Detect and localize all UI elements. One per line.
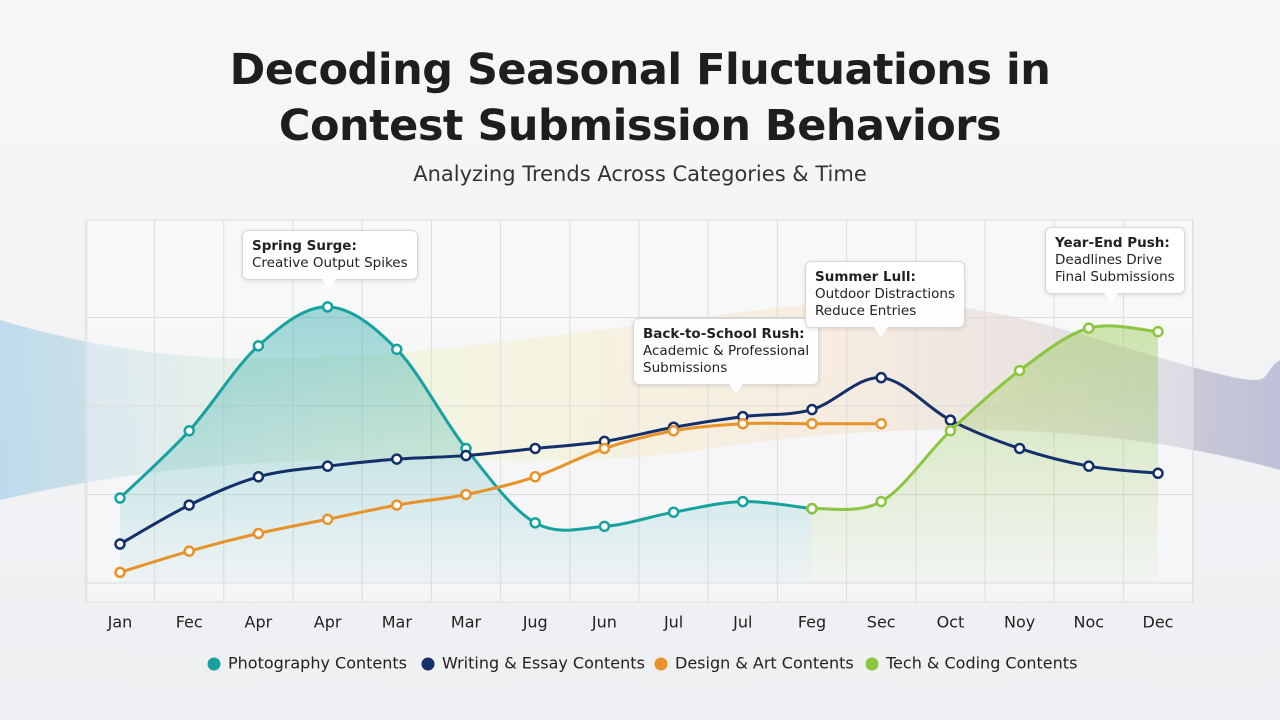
- annotation-title: Spring Surge:: [252, 238, 357, 254]
- legend-swatch: [654, 657, 668, 671]
- x-tick-label: Fec: [176, 613, 203, 632]
- legend-swatch: [421, 657, 435, 671]
- data-point: [944, 414, 957, 426]
- data-point: [183, 499, 195, 511]
- data-point: [529, 517, 541, 529]
- data-point: [321, 460, 334, 472]
- x-tick-label: Feg: [798, 613, 826, 632]
- data-point: [806, 403, 818, 416]
- annotation-text: Academic & Professional: [643, 343, 810, 359]
- data-point: [875, 371, 887, 384]
- data-point: [1083, 322, 1095, 334]
- data-point: [1152, 325, 1164, 338]
- annotation-title: Summer Lull:: [815, 269, 916, 285]
- data-point: [875, 417, 887, 430]
- annotation-title: Back-to-School Rush:: [643, 326, 805, 342]
- legend-label: Writing & Essay Contents: [442, 654, 645, 673]
- x-tick-label: Oct: [937, 613, 965, 632]
- x-tick-label: Mar: [382, 613, 413, 632]
- data-point: [114, 566, 126, 579]
- annotation-text: Final Submissions: [1055, 269, 1175, 285]
- data-point: [667, 425, 680, 437]
- data-point: [391, 499, 403, 511]
- data-point: [737, 417, 749, 430]
- series-line: [118, 376, 1160, 546]
- x-tick-label: Jun: [591, 613, 617, 632]
- legend-swatch: [207, 657, 221, 671]
- x-tick-label: Jul: [732, 613, 752, 632]
- annotation-text: Outdoor Distractions: [815, 286, 956, 302]
- annotation-title: Year-End Push:: [1055, 235, 1170, 251]
- data-point: [460, 488, 472, 501]
- data-point: [1013, 442, 1026, 455]
- series-line: [118, 305, 814, 532]
- annotation: Spring Surge: Creative Output Spikes: [242, 230, 418, 280]
- x-tick-label: Jug: [522, 613, 548, 632]
- data-point: [391, 343, 403, 356]
- data-point: [252, 527, 265, 540]
- data-point: [391, 453, 403, 465]
- data-point: [460, 449, 472, 462]
- x-tick-label: Sec: [867, 613, 896, 632]
- legend-swatch: [865, 657, 879, 671]
- data-point: [737, 495, 749, 508]
- data-point: [183, 425, 195, 437]
- data-point: [114, 492, 126, 504]
- annotation-text: Submissions: [643, 360, 728, 376]
- data-point: [252, 471, 265, 483]
- data-point: [1013, 364, 1026, 377]
- annotation: Year-End Push: Deadlines Drive Final Submi…: [1045, 227, 1185, 294]
- legend-label: Photography Contents: [228, 654, 407, 673]
- data-point: [252, 340, 265, 352]
- x-tick-label: Mar: [451, 613, 482, 632]
- chart-subtitle: Analyzing Trends Across Categories & Tim…: [413, 162, 867, 186]
- chart-title: Decoding Seasonal Fluctuations in Contes…: [229, 45, 1051, 151]
- x-tick-label: Jan: [107, 613, 133, 632]
- annotation-text: Reduce Entries: [815, 303, 917, 319]
- series-area: [120, 306, 812, 583]
- data-point: [806, 417, 818, 430]
- legend-label: Tech & Coding Contents: [885, 654, 1077, 673]
- annotation: Back-to-School Rush: Academic & Professio…: [633, 318, 820, 385]
- data-point: [529, 442, 541, 455]
- annotation: Summer Lull: Outdoor Distractions Reduce E…: [805, 261, 966, 328]
- data-point: [1083, 460, 1095, 472]
- data-point: [667, 506, 680, 518]
- x-tick-label: Noc: [1074, 613, 1105, 632]
- x-tick-label: Jul: [663, 613, 683, 632]
- annotation-text: Creative Output Spikes: [252, 255, 408, 271]
- data-point: [598, 520, 611, 533]
- x-tick-label: Apr: [245, 613, 273, 632]
- x-tick-label: Dec: [1143, 613, 1174, 632]
- annotation-text: Deadlines Drive: [1055, 252, 1163, 268]
- data-point: [944, 425, 957, 437]
- data-point: [875, 495, 887, 508]
- data-point: [598, 442, 611, 455]
- data-point: [529, 471, 541, 483]
- legend-label: Design & Art Contents: [675, 654, 854, 673]
- data-point: [321, 301, 334, 313]
- data-point: [1152, 467, 1164, 480]
- x-tick-label: Noy: [1004, 613, 1035, 632]
- data-point: [321, 513, 334, 526]
- series-area: [812, 325, 1158, 583]
- data-point: [183, 545, 195, 557]
- series-line: [118, 421, 883, 574]
- data-point: [806, 502, 818, 515]
- data-point: [114, 538, 126, 550]
- x-tick-label: Apr: [314, 613, 342, 632]
